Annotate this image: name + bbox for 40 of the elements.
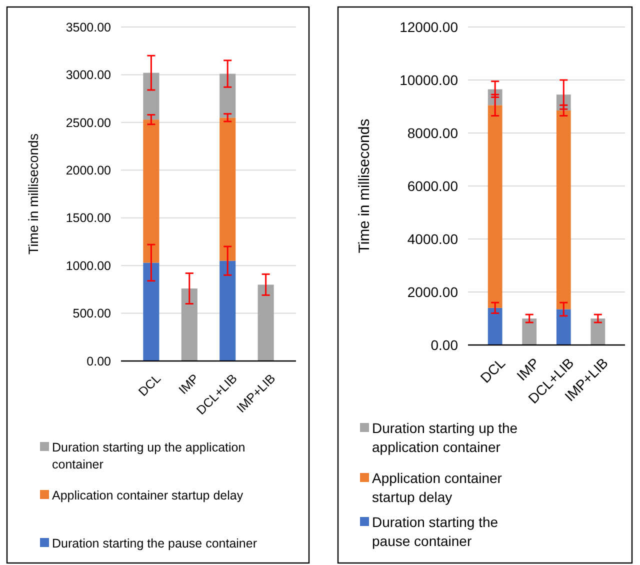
legend-label: Duration starting the pause container: [52, 536, 257, 550]
y-axis-title: Time in milliseconds: [356, 118, 373, 254]
y-tick-label: 3000.00: [66, 68, 112, 82]
x-tick-label: DCL: [477, 354, 508, 386]
bar: [590, 318, 606, 345]
bar: [143, 72, 160, 120]
legend-label: Duration starting up the application container: [372, 420, 518, 455]
bar: [181, 288, 198, 361]
bar: [488, 105, 502, 308]
x-tick-label: DCL: [136, 371, 164, 399]
bar: [522, 318, 537, 345]
bar: [220, 74, 236, 118]
y-tick-label: 2000.00: [407, 284, 458, 300]
bar: [556, 110, 571, 310]
bar: [143, 120, 160, 263]
y-axis-title: Time in milliseconds: [26, 133, 41, 255]
y-tick-label: 0.00: [86, 354, 112, 368]
y-tick-label: 2500.00: [66, 116, 112, 130]
y-tick-label: 10000.00: [400, 72, 458, 88]
bar: [488, 308, 502, 345]
y-tick-label: 1000.00: [66, 258, 112, 273]
bar: [220, 118, 236, 261]
bar: [258, 284, 274, 361]
y-tick-label: 3500.00: [66, 20, 112, 34]
y-tick-label: 0.00: [430, 336, 458, 353]
y-tick-label: 500.00: [72, 306, 112, 321]
y-tick-label: 6000.00: [407, 178, 458, 194]
y-tick-label: 2000.00: [66, 164, 112, 178]
legend-label: Duration starting up the application container: [52, 440, 246, 472]
y-tick-label: 1500.00: [66, 211, 112, 226]
y-tick-label: 12000.00: [400, 18, 458, 35]
y-tick-label: 4000.00: [407, 230, 458, 247]
legend-label: Application container startup delay: [52, 488, 244, 502]
legend-label: Application container startup delay: [372, 470, 502, 505]
x-tick-label: IMP: [176, 371, 202, 398]
bar: [143, 262, 160, 361]
y-tick-label: 8000.00: [407, 124, 458, 141]
legend-label: Duration starting the pause container: [372, 514, 498, 549]
bar: [220, 260, 236, 361]
bar: [556, 309, 571, 345]
